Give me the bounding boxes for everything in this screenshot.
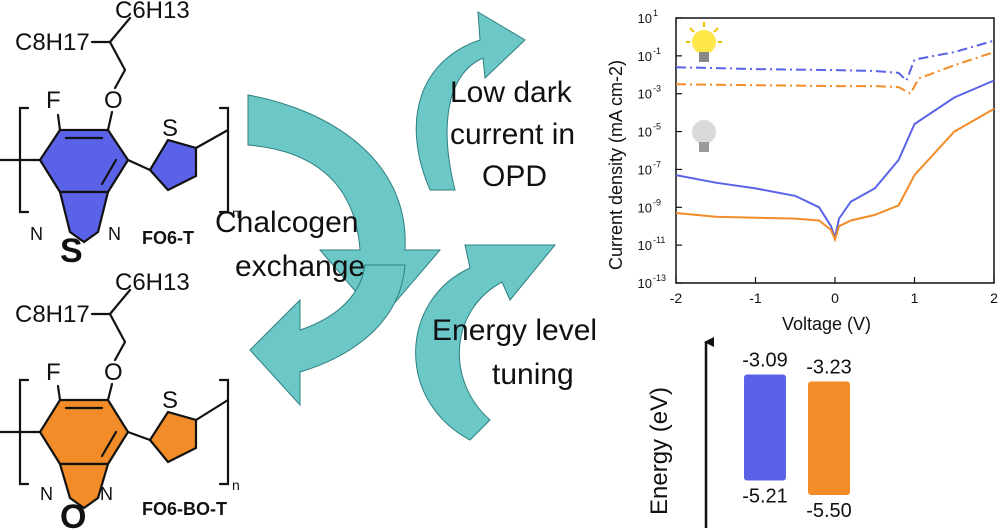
y-tick-exponent: -1 (653, 46, 661, 56)
x-tick-label: 2 (990, 290, 998, 306)
n-label-left: N (40, 484, 53, 504)
series-line-fo6-t-light (675, 39, 995, 83)
y-tick-label: 10 (638, 238, 652, 253)
bottom-text-line-1: Energy level (432, 314, 597, 347)
y-tick-label: 10 (638, 200, 652, 215)
energy-bar-fo6-t (744, 374, 786, 481)
y-tick-exponent: -11 (653, 235, 665, 245)
top-text-line-3: OPD (482, 160, 547, 193)
oxygen-label: O (104, 359, 123, 386)
molecule-fo6-bo-t: C8H17 C6H13 O F N N O S n FO6-BO-T (0, 269, 240, 530)
series-line-fo6-bo-t-dark (675, 108, 995, 243)
y-tick-label: 10 (638, 162, 652, 177)
x-tick-label: 0 (831, 290, 839, 306)
x-axis-label: Voltage (V) (782, 314, 871, 334)
fluorine-label: F (46, 359, 61, 386)
thiophene-s-label: S (162, 387, 178, 414)
exchange-arrow-right (247, 94, 442, 321)
energy-bars: -3.09 -5.21 -3.23 -5.50 (742, 350, 852, 523)
exchange-arrow-left (249, 264, 406, 407)
n-label-right: N (100, 484, 113, 504)
heteroatom-s-label: S (60, 232, 83, 270)
chain-main-label: C8H17 (15, 301, 90, 328)
top-text-line-2: current in (450, 118, 575, 151)
oxygen-label: O (104, 87, 123, 114)
subscript-n: n (232, 205, 240, 221)
light-bulb-icon (686, 22, 722, 62)
thiophene-ring-bottom (148, 410, 198, 464)
lumo-label: -3.09 (742, 350, 788, 372)
fluorine-label: F (46, 87, 61, 114)
cycle-arrows (247, 11, 557, 441)
y-tick-exponent: 1 (653, 8, 658, 18)
thiophene-ring-top (148, 138, 198, 192)
y-tick-exponent: -9 (653, 197, 661, 207)
y-tick-label: 10 (638, 11, 652, 26)
homo-label: -5.21 (742, 486, 788, 508)
y-tick-exponent: -5 (653, 122, 661, 132)
molecule-name: FO6-T (142, 228, 194, 248)
y-tick-label: 10 (638, 49, 652, 64)
y-tick-exponent: -13 (653, 273, 666, 283)
energy-bar-fo6-bo-t (808, 381, 850, 495)
y-tick-label: 10 (638, 87, 652, 102)
homo-label: -5.50 (806, 500, 852, 522)
x-tick-label: -1 (749, 290, 762, 306)
series-line-fo6-t-dark (675, 79, 995, 242)
y-axis-label: Current density (mA cm-2) (606, 60, 626, 270)
chart-series (675, 39, 995, 243)
plot-frame (675, 17, 995, 284)
x-tick-label: -2 (670, 290, 683, 306)
y-tick-label: 10 (638, 125, 652, 140)
bottom-text-line-2: tuning (492, 358, 574, 391)
energy-diagram: Energy (eV) -3.09 -5.21 -3.23 -5.50 (646, 337, 852, 528)
chain-branch-label: C6H13 (115, 269, 190, 296)
y-tick-exponent: -7 (653, 159, 661, 169)
y-axis-label-text: Current density (mA cm-2) (606, 60, 626, 270)
subscript-n: n (232, 477, 240, 493)
y-tick-label: 10 (638, 276, 652, 291)
arrow-to-energy (415, 244, 557, 441)
chain-main-label: C8H17 (15, 29, 90, 56)
lumo-label: -3.23 (806, 357, 852, 379)
n-label-right: N (108, 224, 121, 244)
molecule-name: FO6-BO-T (142, 499, 227, 519)
exchange-label: exchange (235, 250, 365, 283)
chalcogen-label: Chalcogen (215, 206, 358, 239)
arrow-to-chart (415, 11, 526, 191)
chain-branch-label: C6H13 (115, 0, 190, 24)
dark-bulb-icon (692, 120, 716, 152)
y-tick-exponent: -3 (653, 84, 661, 94)
top-text-line-1: Low dark (450, 76, 573, 109)
heteroatom-o-label: O (60, 498, 86, 530)
thiophene-s-label: S (162, 115, 178, 142)
series-line-fo6-bo-t-light (675, 51, 995, 96)
energy-axis-label: Energy (eV) (646, 387, 673, 515)
n-label-left: N (30, 224, 43, 244)
center-labels: Chalcogen exchange Low dark current in O… (215, 76, 597, 391)
x-tick-label: 1 (911, 290, 919, 306)
molecule-fo6-t: C8H17 C6H13 O F N N S S n FO6-T (0, 0, 240, 270)
